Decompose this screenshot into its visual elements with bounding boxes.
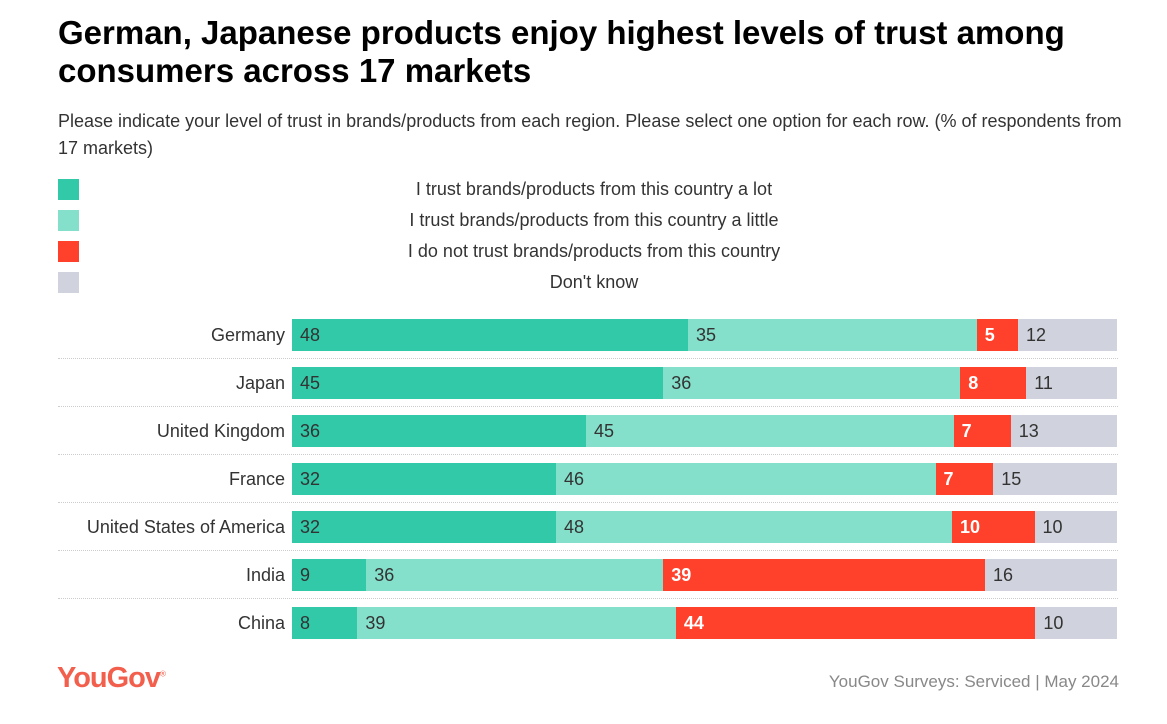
legend-swatch xyxy=(58,210,79,231)
source-note: YouGov Surveys: Serviced | May 2024 xyxy=(828,672,1119,691)
data-label: 13 xyxy=(1018,421,1039,441)
data-label: 9 xyxy=(300,565,311,585)
data-label: 32 xyxy=(300,517,321,537)
bar-segment: 13 xyxy=(1010,415,1117,447)
legend-label: I trust brands/products from this countr… xyxy=(415,179,773,199)
data-label: 39 xyxy=(671,565,692,585)
bar-segment: 5 xyxy=(976,319,1018,351)
data-label: 15 xyxy=(1001,469,1022,489)
legend-swatch xyxy=(58,272,79,293)
data-label: 7 xyxy=(943,469,954,489)
legend-item: I trust brands/products from this countr… xyxy=(58,210,1138,232)
category-label: China xyxy=(237,613,285,633)
legend-item: Don't know xyxy=(58,272,1138,294)
bar-segment: 48 xyxy=(292,319,688,351)
bar-segment: 7 xyxy=(953,415,1011,447)
legend-item: I trust brands/products from this countr… xyxy=(58,179,1138,201)
legend-label: Don't know xyxy=(549,272,639,292)
bar-segment: 39 xyxy=(663,559,985,591)
data-label: 5 xyxy=(984,325,995,345)
bar-segment: 45 xyxy=(292,367,664,399)
category-label: Germany xyxy=(210,325,285,345)
legend-swatch xyxy=(58,241,79,262)
data-label: 10 xyxy=(1042,517,1063,537)
category-label: Japan xyxy=(235,373,285,393)
data-label: 39 xyxy=(365,613,386,633)
bar-segment: 7 xyxy=(935,463,994,495)
data-label: 8 xyxy=(300,613,311,633)
category-label: United States of America xyxy=(86,517,285,537)
bar-segment: 48 xyxy=(556,511,952,543)
bar-segment: 16 xyxy=(985,559,1117,591)
data-label: 36 xyxy=(374,565,395,585)
bar-row: France 32 46 7 15 xyxy=(58,455,1118,503)
data-label: 44 xyxy=(683,613,704,633)
data-label: 35 xyxy=(696,325,717,345)
data-label: 36 xyxy=(671,373,692,393)
bar-segment: 46 xyxy=(556,463,936,495)
data-label: 45 xyxy=(300,373,321,393)
data-label: 46 xyxy=(564,469,585,489)
row-divider xyxy=(58,454,1118,455)
row-divider xyxy=(58,358,1118,359)
bar-segment: 10 xyxy=(1034,511,1117,543)
yougov-logo: YouGov® xyxy=(57,662,166,694)
data-label: 32 xyxy=(300,469,321,489)
category-label: United Kingdom xyxy=(156,421,285,441)
category-label: India xyxy=(245,565,285,585)
bar-segment: 36 xyxy=(292,415,587,447)
legend-label: I trust brands/products from this countr… xyxy=(409,210,779,230)
bar-segment: 15 xyxy=(993,463,1117,495)
bar-segment: 45 xyxy=(586,415,954,447)
bar-segment: 10 xyxy=(952,511,1035,543)
bar-segment: 32 xyxy=(292,511,556,543)
bar-segment: 8 xyxy=(292,607,358,639)
data-label: 16 xyxy=(993,565,1014,585)
bar-row: India 9 36 39 16 xyxy=(58,551,1118,599)
bar-row: China 8 39 44 10 xyxy=(58,599,1118,647)
bar-row: Japan 45 36 8 11 xyxy=(58,359,1118,407)
bar-segment: 12 xyxy=(1018,319,1117,351)
data-label: 45 xyxy=(594,421,615,441)
bar-segment: 10 xyxy=(1035,607,1117,639)
category-label: France xyxy=(228,469,285,489)
bar-segment: 9 xyxy=(292,559,367,591)
bar-segment: 8 xyxy=(960,367,1027,399)
bar-row: United Kingdom 36 45 7 13 xyxy=(58,407,1118,455)
bar-segment: 32 xyxy=(292,463,556,495)
data-label: 36 xyxy=(300,421,321,441)
bar-row: Germany 48 35 5 12 xyxy=(58,311,1118,359)
bar-segment: 35 xyxy=(688,319,977,351)
data-label: 10 xyxy=(1043,613,1064,633)
bar-segment: 11 xyxy=(1026,367,1117,399)
bar-segment: 36 xyxy=(366,559,664,591)
chart-title: German, Japanese products enjoy highest … xyxy=(58,14,1065,89)
chart-subtitle: Please indicate your level of trust in b… xyxy=(58,111,1122,158)
legend-item: I do not trust brands/products from this… xyxy=(58,241,1138,263)
data-label: 8 xyxy=(968,373,979,393)
bar-segment: 39 xyxy=(357,607,676,639)
bar-segment: 44 xyxy=(675,607,1036,639)
data-label: 11 xyxy=(1034,373,1053,393)
row-divider xyxy=(58,406,1118,407)
legend-swatch xyxy=(58,179,79,200)
data-label: 10 xyxy=(960,517,981,537)
legend-label: I do not trust brands/products from this… xyxy=(407,241,781,261)
bar-segment: 36 xyxy=(663,367,961,399)
bar-row: United States of America 32 48 10 10 xyxy=(58,503,1118,551)
row-divider xyxy=(58,502,1118,503)
data-label: 12 xyxy=(1026,325,1047,345)
data-label: 48 xyxy=(564,517,585,537)
row-divider xyxy=(58,598,1118,599)
data-label: 7 xyxy=(961,421,972,441)
row-divider xyxy=(58,550,1118,551)
data-label: 48 xyxy=(300,325,321,345)
